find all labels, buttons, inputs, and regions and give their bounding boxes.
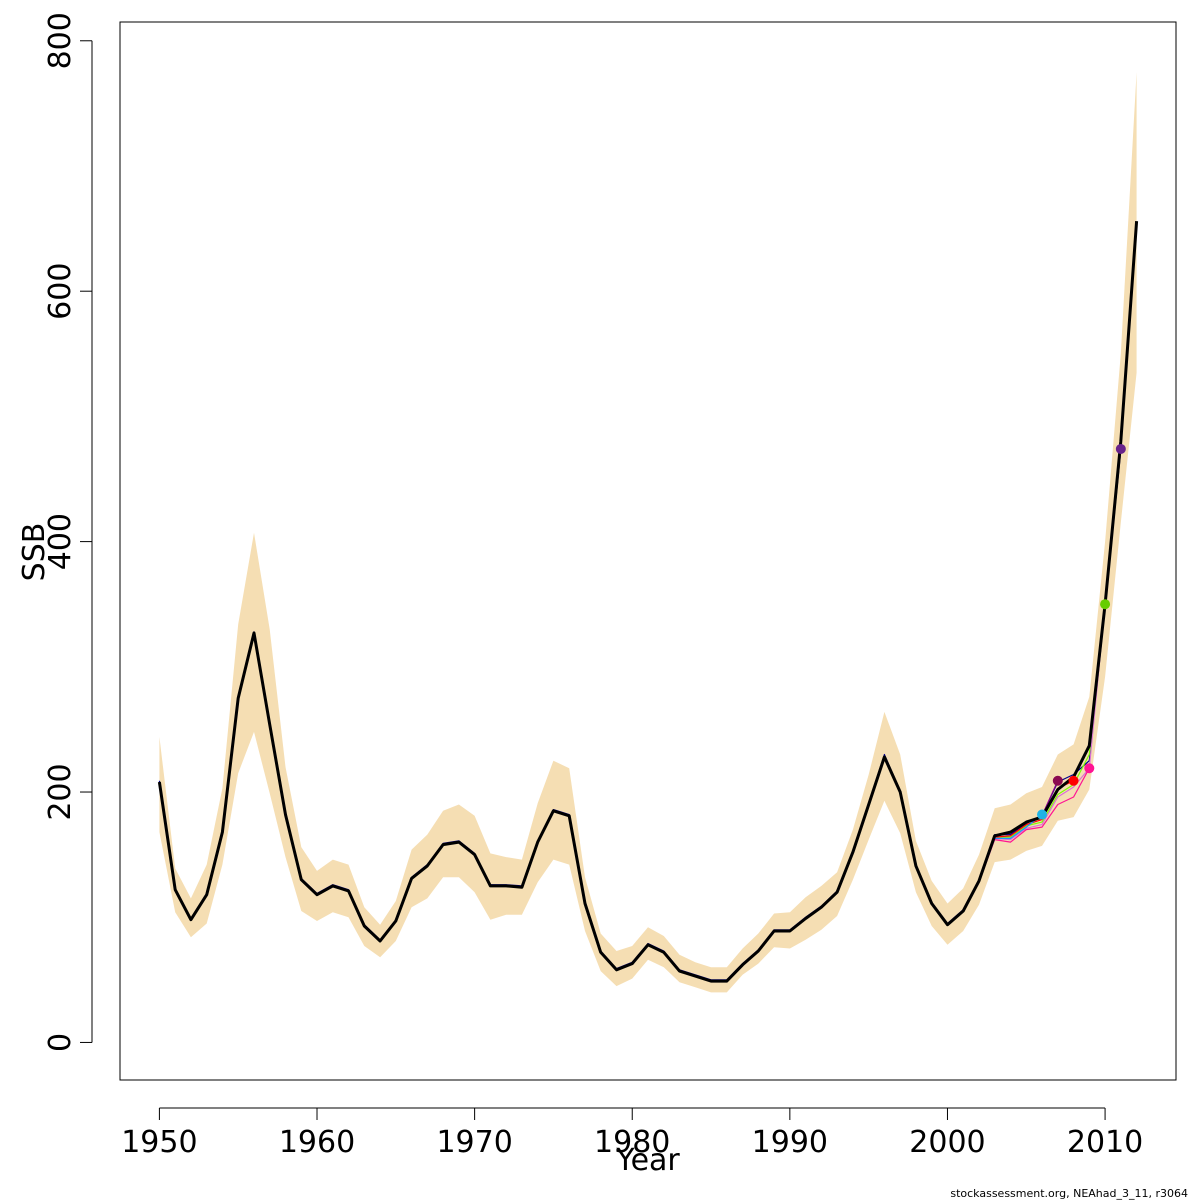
endpoint-marker-2008: [1068, 775, 1079, 786]
endpoint-marker-2009: [1084, 763, 1095, 774]
x-tick-label-1970: 1970: [436, 1125, 512, 1160]
endpoint-marker-2006: [1037, 809, 1048, 820]
plot-frame: [119, 21, 1177, 1081]
plot-area: [157, 72, 1139, 993]
y-tick-label-200: 200: [43, 763, 78, 820]
x-tick-label-1990: 1990: [752, 1125, 828, 1160]
y-tick-label-800: 800: [43, 12, 78, 69]
x-axis-title: Year: [615, 1143, 680, 1178]
y-tick-label-600: 600: [43, 263, 78, 320]
axes: 1950 1960 1970 1980 1990 2000 2010 0 200 400 600 80…: [43, 12, 1177, 1160]
confidence-band: [159, 72, 1137, 993]
x-tick-label-2000: 2000: [909, 1125, 985, 1160]
x-tick-label-1980: 1980: [594, 1125, 670, 1160]
y-axis-title: SSB: [17, 523, 52, 582]
y-tick-label-0: 0: [43, 1033, 78, 1052]
x-tick-label-1950: 1950: [121, 1125, 197, 1160]
endpoint-marker-2010: [1100, 599, 1111, 610]
credit-text: stockassessment.org, NEAhad_3_11, r3064: [950, 1187, 1188, 1200]
x-tick-label-1960: 1960: [279, 1125, 355, 1160]
endpoint-marker-2011: [1115, 443, 1126, 454]
y-tick-label-400: 400: [43, 513, 78, 570]
x-tick-label-2010: 2010: [1067, 1125, 1143, 1160]
ssb-main-line: [157, 220, 1139, 983]
endpoint-marker-2007: [1052, 775, 1063, 786]
